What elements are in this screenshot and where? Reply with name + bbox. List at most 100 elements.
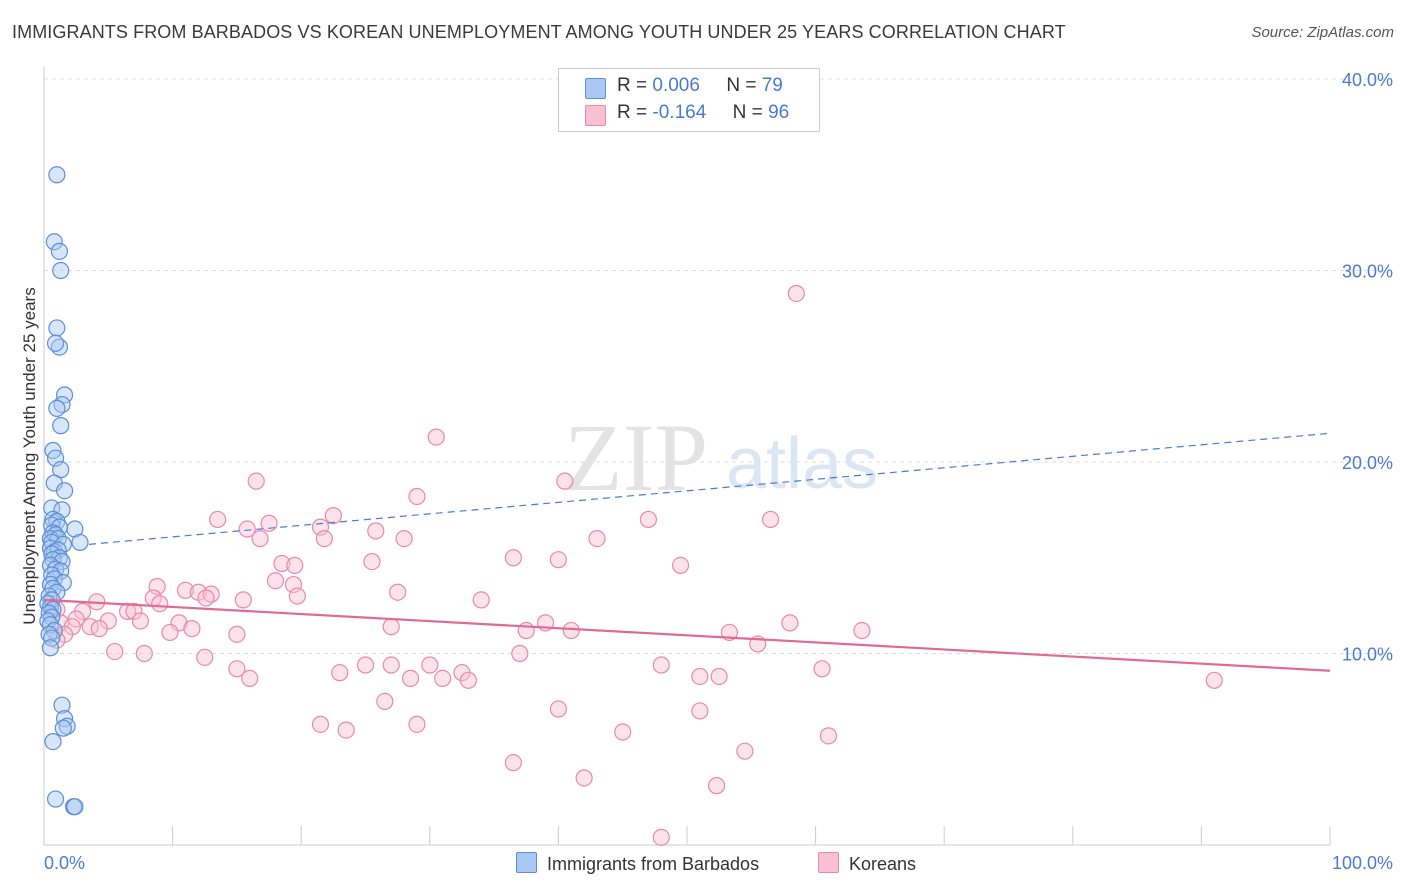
point-korean	[562, 621, 580, 640]
point-korean	[151, 595, 169, 613]
point-korean	[504, 754, 522, 772]
point-korean	[247, 472, 265, 490]
point-barbados	[45, 233, 63, 251]
point-korean	[288, 587, 306, 605]
y-tick-label: 20.0%	[1342, 453, 1393, 473]
point-korean	[183, 620, 201, 638]
series-koreans	[48, 284, 1223, 846]
point-korean	[197, 589, 215, 607]
point-korean	[427, 428, 445, 446]
legend-item-barbados[interactable]: Immigrants from Barbados	[516, 852, 759, 876]
point-korean	[382, 656, 400, 674]
legend-swatch-blue	[585, 78, 606, 99]
point-korean	[234, 591, 252, 609]
tick-labels: 10.0% 20.0% 30.0% 40.0% 0.0% 100.0%	[44, 70, 1393, 873]
point-korean	[761, 510, 780, 529]
point-korean	[176, 581, 195, 599]
point-korean	[614, 723, 632, 741]
point-korean	[671, 556, 690, 575]
watermark-atlas: atlas	[726, 424, 878, 504]
point-korean	[511, 644, 529, 663]
trend-lines	[43, 432, 1331, 672]
point-korean	[125, 602, 143, 620]
point-korean	[813, 660, 831, 678]
trend-line-koreans	[43, 598, 1331, 672]
legend-swatch-pink	[585, 105, 606, 126]
point-korean	[853, 621, 871, 640]
x-tick-label-max: 100.0%	[1332, 853, 1393, 873]
point-barbados	[53, 696, 71, 714]
point-korean	[504, 549, 522, 567]
legend-r-label: R =	[617, 75, 648, 96]
point-korean	[382, 618, 400, 636]
y-tick-label: 40.0%	[1342, 70, 1393, 90]
point-korean	[260, 514, 278, 532]
point-korean	[389, 583, 407, 601]
legend-n-value: 96	[768, 102, 790, 123]
watermark-zip: ZIP	[564, 404, 708, 511]
point-barbados	[48, 319, 66, 337]
point-korean	[337, 721, 355, 739]
chart-title: IMMIGRANTS FROM BARBADOS VS KOREAN UNEMP…	[12, 22, 1066, 42]
point-korean	[135, 644, 153, 663]
point-korean	[376, 692, 394, 710]
point-korean	[710, 667, 728, 686]
source-credit: Source: ZipAtlas.com	[1251, 24, 1394, 41]
point-korean	[238, 520, 256, 538]
point-korean	[241, 669, 259, 687]
point-korean	[311, 715, 330, 733]
point-korean	[421, 656, 439, 674]
point-korean	[556, 472, 574, 490]
y-tick-label: 30.0%	[1342, 262, 1393, 282]
point-korean	[517, 621, 535, 640]
point-barbados	[50, 242, 69, 260]
point-barbados	[44, 732, 62, 751]
point-korean	[1205, 671, 1223, 689]
point-korean	[251, 529, 269, 548]
point-barbados	[55, 386, 74, 404]
stats-legend: R = 0.006 N = 79 R = -0.164 N = 96	[558, 68, 820, 132]
point-korean	[575, 769, 593, 787]
point-korean	[331, 664, 349, 682]
point-korean	[209, 510, 227, 529]
legend-label: Immigrants from Barbados	[547, 854, 760, 874]
point-korean	[588, 529, 606, 548]
legend-n-label: N =	[726, 75, 757, 96]
point-barbados	[71, 533, 89, 552]
point-korean	[787, 284, 805, 303]
point-korean	[367, 522, 385, 540]
point-korean	[736, 742, 754, 760]
point-barbados	[41, 639, 60, 657]
axes	[43, 66, 1331, 846]
point-korean	[286, 556, 304, 575]
point-korean	[118, 602, 137, 620]
legend-n-value: 79	[761, 75, 783, 96]
point-korean	[819, 727, 838, 745]
point-barbados	[48, 399, 66, 417]
legend-item-koreans[interactable]: Koreans	[818, 852, 916, 876]
series-immigrants-from-barbados	[39, 166, 89, 816]
point-korean	[691, 667, 709, 686]
point-korean	[434, 669, 452, 687]
point-barbados	[46, 334, 65, 352]
legend-n-label: N =	[732, 102, 763, 123]
point-korean	[408, 715, 426, 733]
point-korean	[90, 620, 108, 638]
point-korean	[459, 671, 477, 689]
point-korean	[106, 642, 124, 661]
point-korean	[131, 612, 150, 630]
point-barbados	[52, 261, 70, 280]
gridlines	[44, 78, 1392, 654]
point-korean	[315, 529, 333, 548]
point-korean	[549, 551, 568, 569]
point-korean	[408, 487, 426, 506]
point-korean	[363, 552, 381, 571]
y-tick-label: 10.0%	[1342, 645, 1393, 665]
legend-label: Koreans	[849, 854, 917, 874]
point-korean	[691, 702, 709, 720]
trend-line-barbados	[88, 432, 1331, 545]
point-korean	[652, 828, 670, 846]
point-barbados	[48, 166, 66, 184]
legend-r-value: -0.164	[652, 102, 707, 123]
